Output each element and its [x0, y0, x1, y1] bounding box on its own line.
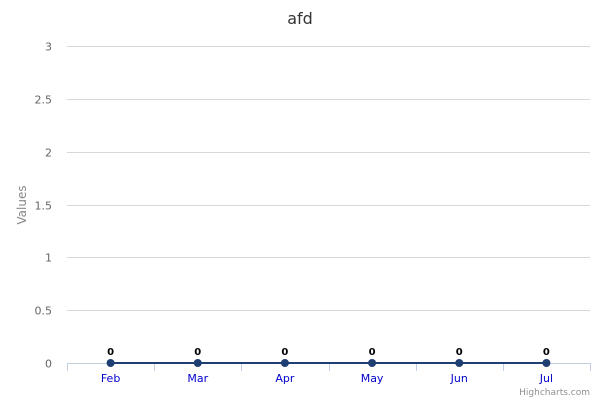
series-group [106, 359, 551, 367]
data-point[interactable] [542, 359, 551, 367]
gridlines [67, 46, 590, 311]
y-tick-label: 0 [45, 358, 52, 371]
data-label: 0 [456, 347, 463, 358]
x-tick-label: Mar [187, 372, 208, 385]
y-tick-label: 1 [45, 252, 52, 265]
x-tick-label: Apr [275, 372, 295, 385]
credits-link[interactable]: Highcharts.com [519, 388, 590, 398]
x-tick-label: Jul [539, 372, 553, 385]
data-label: 0 [543, 347, 550, 358]
y-tick-label: 3 [45, 41, 52, 54]
data-point[interactable] [368, 359, 377, 367]
data-label: 0 [194, 347, 201, 358]
y-tick-label: 2 [45, 147, 52, 160]
data-label: 0 [281, 347, 288, 358]
data-label: 0 [369, 347, 376, 358]
x-tick-label: Feb [101, 372, 120, 385]
data-point[interactable] [193, 359, 202, 367]
x-tick-label: Jun [450, 372, 468, 385]
data-point[interactable] [280, 359, 289, 367]
y-axis-ticks: 0 0.5 1 1.5 2 2.5 3 [35, 41, 53, 371]
data-label: 0 [107, 347, 114, 358]
y-tick-label: 2.5 [35, 94, 53, 107]
y-axis-label: Values [15, 185, 29, 224]
data-labels: 0 0 0 0 0 0 [107, 347, 550, 358]
y-tick-label: 1.5 [35, 200, 53, 213]
data-point[interactable] [106, 359, 115, 367]
data-point[interactable] [455, 359, 464, 367]
chart-title: afd [287, 9, 313, 28]
x-tick-label: May [361, 372, 384, 385]
y-tick-label: 0.5 [35, 305, 53, 318]
